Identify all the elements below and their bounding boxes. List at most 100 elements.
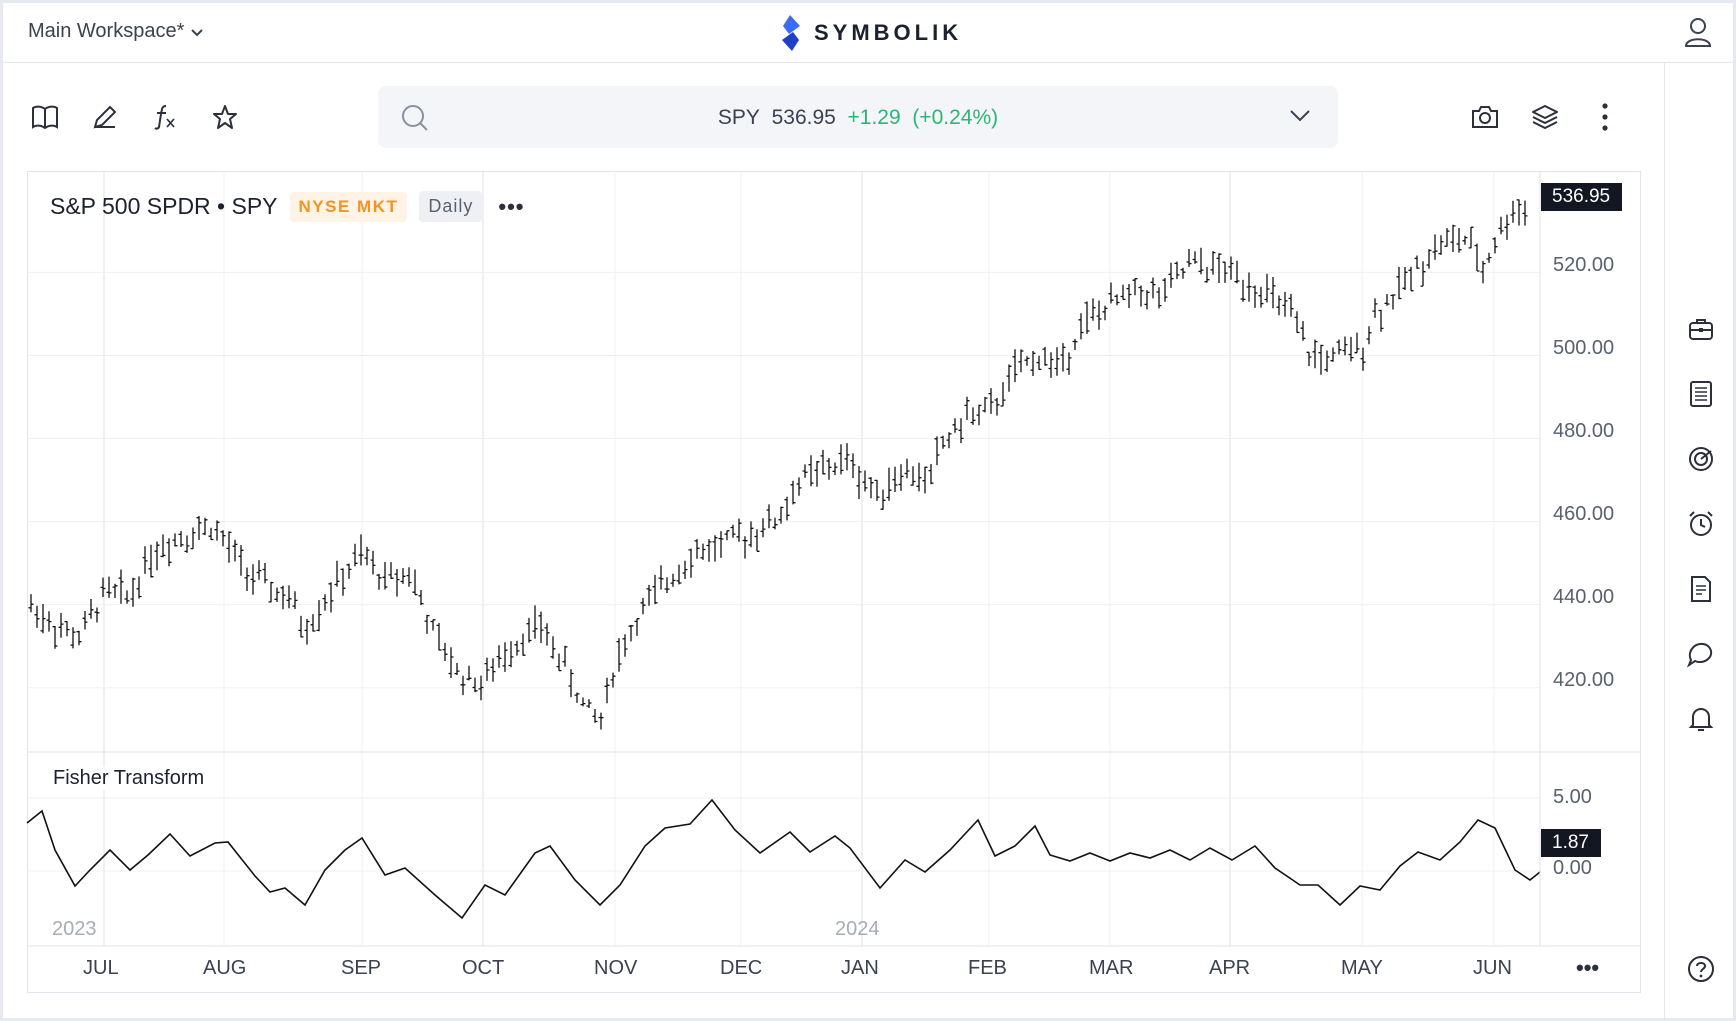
- ohlc-bar: [856, 466, 862, 500]
- time-axis-more-button[interactable]: •••: [1576, 955, 1600, 980]
- ohlc-bar: [616, 638, 622, 672]
- ohlc-bar: [256, 560, 262, 580]
- month-label-feb: FEB: [968, 957, 1007, 979]
- ohlc-bar: [34, 605, 40, 628]
- ohlc-bar: [874, 479, 880, 501]
- symbol-search-bar[interactable]: SPY 536.95 +1.29 (+0.24%): [378, 86, 1338, 148]
- bell-icon[interactable]: [1685, 703, 1717, 735]
- ohlc-bar: [1282, 291, 1288, 317]
- ohlc-bar: [274, 587, 280, 602]
- ohlc-bar: [1414, 255, 1420, 269]
- ohlc-bar: [994, 397, 1000, 416]
- ohlc-bar: [760, 518, 766, 538]
- briefcase-icon[interactable]: [1685, 313, 1717, 345]
- report-icon[interactable]: [1685, 573, 1717, 605]
- ohlc-bar: [304, 618, 310, 645]
- ohlc-bar: [364, 546, 370, 566]
- ohlc-bar: [172, 533, 178, 547]
- ohlc-bar: [598, 712, 604, 730]
- ohlc-bar: [1360, 347, 1366, 371]
- ohlc-bar: [460, 675, 466, 696]
- alarm-clock-icon[interactable]: [1685, 508, 1717, 540]
- star-icon[interactable]: [208, 100, 242, 134]
- ohlc-bar: [706, 539, 712, 562]
- ohlc-bar: [124, 590, 130, 604]
- ohlc-bar: [1402, 267, 1408, 290]
- ohlc-bar: [406, 567, 412, 587]
- year-label-2024: 2024: [835, 918, 880, 940]
- help-icon[interactable]: [1685, 953, 1717, 985]
- ohlc-bar: [484, 657, 490, 681]
- workspace-label: Main Workspace*: [28, 20, 185, 42]
- ohlc-bar: [100, 577, 106, 597]
- workspace-selector[interactable]: Main Workspace*: [28, 20, 204, 43]
- ohlc-bar: [1276, 295, 1282, 316]
- ohlc-bar: [76, 630, 82, 646]
- ohlc-bar: [658, 565, 664, 590]
- ohlc-bar: [196, 516, 202, 540]
- ohlc-bar: [844, 443, 850, 471]
- ohlc-bar: [778, 506, 784, 524]
- ohlc-bar: [784, 496, 790, 521]
- ohlc-bar: [562, 645, 568, 667]
- ohlc-bar: [1204, 267, 1210, 283]
- ohlc-bar: [850, 453, 856, 479]
- top-bar: Main Workspace* SYMBOLIK: [0, 0, 1736, 63]
- chat-icon[interactable]: [1685, 638, 1717, 670]
- fisher-transform-line: [26, 798, 1541, 920]
- ohlc-bar: [1492, 237, 1498, 254]
- ohlc-bar: [268, 581, 274, 603]
- ohlc-bar: [322, 594, 328, 611]
- ohlc-bar: [1042, 346, 1048, 366]
- ohlc-bar: [1228, 256, 1234, 280]
- ohlc-bar: [1132, 278, 1138, 296]
- brand-logo: SYMBOLIK: [780, 14, 962, 52]
- ohlc-bar: [922, 466, 928, 494]
- news-list-icon[interactable]: [1685, 378, 1717, 410]
- ohlc-bar: [886, 467, 892, 501]
- ohlc-bar: [1192, 251, 1198, 264]
- pencil-icon[interactable]: [88, 100, 122, 134]
- interval-badge[interactable]: Daily: [419, 191, 483, 222]
- user-account-icon[interactable]: [1683, 16, 1713, 53]
- ohlc-bar: [154, 541, 160, 571]
- chart-options-button[interactable]: •••: [498, 193, 525, 219]
- book-icon[interactable]: [28, 100, 62, 134]
- more-vertical-icon[interactable]: [1588, 100, 1622, 134]
- ohlc-bar: [1012, 349, 1018, 383]
- ohlc-bar: [1090, 298, 1096, 321]
- ohlc-bar: [766, 504, 772, 529]
- ohlc-bar: [424, 614, 430, 634]
- ohlc-bar: [982, 396, 988, 413]
- ohlc-bar: [1378, 309, 1384, 332]
- ohlc-bar: [820, 449, 826, 475]
- ohlc-bar: [1000, 382, 1006, 407]
- ohlc-bar: [610, 672, 616, 688]
- radar-icon[interactable]: [1685, 443, 1717, 475]
- ohlc-bar: [964, 396, 970, 420]
- ohlc-bar: [718, 531, 724, 558]
- ohlc-bar: [478, 675, 484, 701]
- quote-change: +1.29: [847, 106, 901, 129]
- symbolik-logo-icon: [782, 15, 800, 51]
- function-icon[interactable]: [148, 100, 182, 134]
- ohlc-bar: [592, 709, 598, 723]
- ohlc-bar: [832, 462, 838, 476]
- price-tick-460: 460.00: [1553, 503, 1615, 525]
- price-tick-480: 480.00: [1553, 420, 1615, 442]
- ohlc-bar: [550, 636, 556, 659]
- ohlc-bar: [238, 545, 244, 576]
- chart-panel[interactable]: [27, 171, 1641, 993]
- ohlc-bar: [1444, 228, 1450, 247]
- chevron-down-icon[interactable]: [1288, 108, 1312, 124]
- ohlc-bar: [40, 604, 46, 634]
- ohlc-bar: [1264, 273, 1270, 303]
- camera-icon[interactable]: [1468, 100, 1502, 134]
- month-label-sep: SEP: [341, 957, 382, 979]
- ohlc-bar: [94, 607, 100, 623]
- ohlc-bar: [958, 418, 964, 444]
- ohlc-bar: [1522, 200, 1528, 226]
- layers-icon[interactable]: [1528, 100, 1562, 134]
- ohlc-bar: [514, 640, 520, 656]
